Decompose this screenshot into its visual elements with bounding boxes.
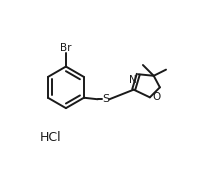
Text: N: N bbox=[128, 75, 136, 85]
Text: HCl: HCl bbox=[40, 131, 61, 144]
Text: S: S bbox=[101, 94, 108, 104]
Text: O: O bbox=[152, 92, 160, 102]
Text: Br: Br bbox=[60, 43, 71, 53]
